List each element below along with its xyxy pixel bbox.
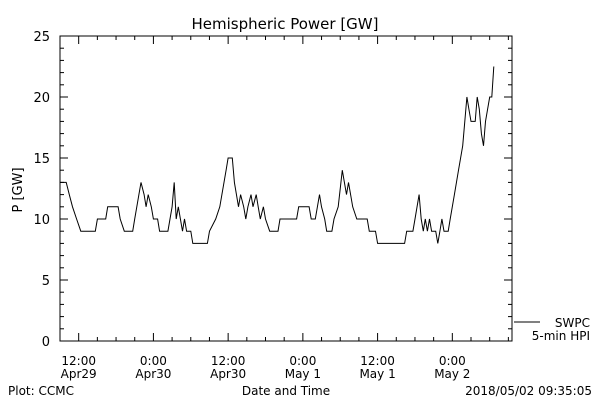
x-tick-label-time: 12:00 <box>360 354 395 368</box>
series-layer <box>60 66 495 244</box>
y-tick-label: 15 <box>33 152 50 167</box>
plot-credit: Plot: CCMC <box>8 384 74 398</box>
x-tick-label-date: Apr30 <box>210 367 246 381</box>
legend: SWPC 5-min HPI <box>514 316 590 343</box>
y-tick-label: 20 <box>33 91 50 106</box>
x-tick-label-time: 0:00 <box>289 354 316 368</box>
x-tick-label-date: May 1 <box>285 367 321 381</box>
y-tick-label: 10 <box>33 213 50 228</box>
series-line-swpc <box>60 66 495 244</box>
x-tick-label-time: 0:00 <box>140 354 167 368</box>
x-tick-label-date: May 2 <box>434 367 470 381</box>
y-tick-label: 0 <box>42 335 50 350</box>
legend-label-hpi: 5-min HPI <box>532 329 590 343</box>
y-axis-label: P [GW] <box>11 167 26 212</box>
y-axis: 0 5 10 15 20 25 <box>33 30 512 350</box>
x-tick-label-date: Apr29 <box>61 367 97 381</box>
x-tick-label-time: 0:00 <box>439 354 466 368</box>
x-axis-label: Date and Time <box>242 384 330 398</box>
legend-label-swpc: SWPC <box>555 316 590 330</box>
x-tick-label-date: Apr30 <box>135 367 171 381</box>
x-tick-label-time: 12:00 <box>61 354 96 368</box>
x-tick-label-time: 12:00 <box>211 354 246 368</box>
y-tick-label: 25 <box>33 30 50 45</box>
y-tick-label: 5 <box>42 274 50 289</box>
x-tick-label-date: May 1 <box>359 367 395 381</box>
chart-title: Hemispheric Power [GW] <box>192 15 379 33</box>
plot-frame <box>59 35 513 342</box>
plot-timestamp: 2018/05/02 09:35:05 <box>465 384 592 398</box>
